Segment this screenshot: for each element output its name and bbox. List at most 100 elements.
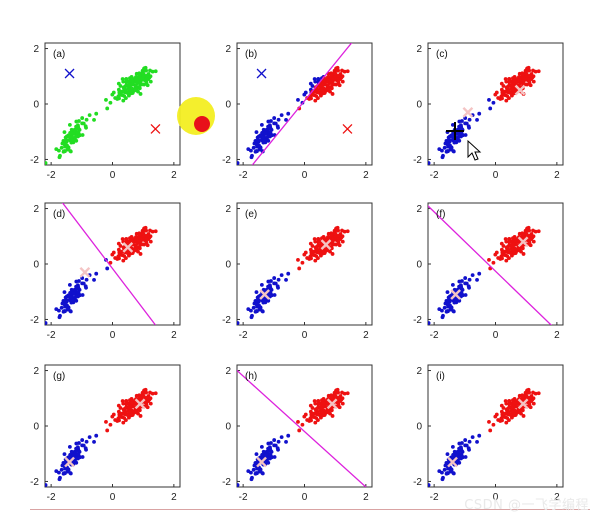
data-point: [286, 271, 291, 276]
data-point: [76, 130, 81, 135]
y-tick-label: -2: [222, 477, 231, 488]
data-point: [84, 277, 89, 282]
y-tick-label: -2: [222, 315, 231, 326]
red-centroid-cross: [134, 398, 146, 410]
data-point: [148, 79, 153, 84]
data-point: [507, 256, 511, 260]
data-point: [58, 475, 62, 480]
data-point: [475, 439, 479, 444]
data-point: [134, 409, 139, 414]
data-point: [317, 91, 322, 96]
data-point: [124, 256, 128, 260]
data-point: [140, 242, 145, 247]
data-point: [308, 81, 313, 86]
data-point: [253, 471, 258, 476]
data-point: [506, 244, 510, 249]
data-point: [134, 247, 139, 252]
data-point: [269, 287, 273, 292]
data-point: [279, 113, 284, 118]
data-point: [262, 138, 267, 143]
point-cloud: [45, 65, 158, 165]
data-point: [445, 302, 450, 307]
red-centroid-cross: [320, 239, 332, 250]
data-point: [319, 243, 324, 248]
data-point: [300, 422, 305, 427]
data-point: [521, 252, 526, 256]
data-point: [316, 96, 320, 100]
data-point: [313, 420, 318, 425]
data-point: [454, 453, 459, 458]
data-point: [297, 428, 302, 433]
x-tick-label: 0: [493, 330, 499, 341]
data-point: [467, 447, 471, 452]
x-tick-label: -2: [47, 330, 56, 341]
data-point: [316, 76, 321, 81]
data-point: [250, 475, 254, 480]
data-point: [475, 277, 479, 282]
data-point: [121, 98, 126, 103]
data-point: [524, 72, 529, 76]
data-point: [266, 124, 270, 129]
data-point: [345, 69, 350, 74]
data-point: [269, 441, 273, 445]
data-point: [142, 226, 147, 231]
data-point: [310, 249, 315, 254]
data-point: [67, 122, 72, 127]
data-point: [116, 403, 121, 408]
data-point: [313, 79, 318, 84]
data-point: [129, 79, 134, 83]
data-point: [319, 409, 324, 414]
data-point: [493, 414, 498, 419]
data-point: [507, 80, 512, 84]
data-point: [45, 321, 48, 325]
x-tick-label: 0: [110, 170, 116, 181]
data-point: [499, 81, 504, 86]
x-tick-label: 0: [302, 170, 308, 181]
data-point: [71, 131, 76, 136]
data-point: [266, 284, 270, 289]
data-point: [68, 309, 73, 314]
y-tick-label: 0: [416, 422, 422, 433]
data-point: [59, 467, 64, 472]
data-point: [507, 418, 511, 422]
data-point: [108, 422, 113, 427]
data-point: [110, 252, 115, 257]
data-point: [464, 443, 469, 448]
data-point: [528, 74, 533, 78]
data-point: [296, 419, 300, 424]
data-point: [316, 418, 320, 422]
data-point: [92, 117, 96, 122]
data-point: [511, 413, 516, 418]
data-point: [528, 83, 533, 88]
data-point: [263, 131, 268, 136]
data-point: [134, 87, 139, 92]
data-point: [507, 76, 512, 81]
data-point: [512, 401, 517, 405]
data-point: [77, 119, 81, 123]
data-point: [68, 130, 73, 135]
data-point: [342, 229, 347, 234]
data-point: [457, 284, 461, 289]
data-point: [113, 96, 118, 100]
data-point: [73, 134, 78, 139]
x-tick-label: 2: [363, 170, 369, 181]
data-point: [467, 285, 471, 290]
data-point: [496, 96, 501, 100]
data-point: [137, 73, 142, 77]
red-centroid-cross: [326, 398, 338, 410]
data-point: [129, 401, 134, 405]
data-point: [313, 258, 318, 263]
data-point: [84, 125, 88, 130]
data-point: [63, 138, 68, 143]
data-point: [330, 92, 335, 96]
data-point: [508, 91, 513, 96]
data-point: [123, 84, 127, 89]
data-point: [74, 284, 78, 289]
data-point: [445, 290, 450, 295]
data-point: [459, 290, 464, 295]
data-point: [491, 100, 496, 105]
data-point: [94, 433, 99, 438]
data-point: [59, 305, 64, 310]
data-point: [345, 391, 350, 396]
data-point: [138, 92, 143, 96]
